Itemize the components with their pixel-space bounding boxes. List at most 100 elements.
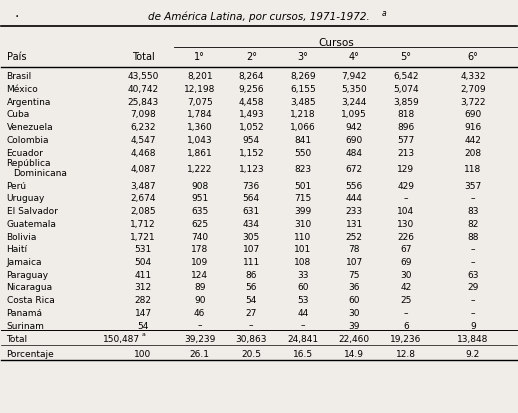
Text: 27: 27 [246,308,257,317]
Text: 6,542: 6,542 [393,72,419,81]
Text: 39,239: 39,239 [184,334,215,343]
Text: 40,742: 40,742 [127,85,159,94]
Text: 208: 208 [464,148,481,157]
Text: 131: 131 [346,219,363,228]
Text: 690: 690 [346,135,363,145]
Text: 942: 942 [346,123,363,132]
Text: Panamá: Panamá [7,308,42,317]
Text: 1,043: 1,043 [187,135,212,145]
Text: 1°: 1° [194,52,205,62]
Text: 2,085: 2,085 [130,206,156,216]
Text: 75: 75 [349,270,360,279]
Text: 841: 841 [294,135,311,145]
Text: 86: 86 [246,270,257,279]
Text: 12.8: 12.8 [396,349,416,358]
Text: Ecuador: Ecuador [7,148,44,157]
Text: 305: 305 [242,232,260,241]
Text: Bolivia: Bolivia [7,232,37,241]
Text: 22,460: 22,460 [339,334,370,343]
Text: Uruguay: Uruguay [7,194,45,203]
Text: 39: 39 [349,321,360,330]
Text: de América Latina, por cursos, 1971-1972.: de América Latina, por cursos, 1971-1972… [148,12,370,22]
Text: 110: 110 [294,232,311,241]
Text: 43,550: 43,550 [127,72,159,81]
Text: Total: Total [7,334,27,343]
Text: 2,674: 2,674 [131,194,156,203]
Text: 88: 88 [467,232,479,241]
Text: 16.5: 16.5 [293,349,313,358]
Text: 2°: 2° [246,52,257,62]
Text: 60: 60 [349,295,360,304]
Text: 9.2: 9.2 [466,349,480,358]
Text: 83: 83 [467,206,479,216]
Text: 6,155: 6,155 [290,85,315,94]
Text: 399: 399 [294,206,311,216]
Text: 82: 82 [467,219,479,228]
Text: 4,547: 4,547 [131,135,156,145]
Text: 109: 109 [191,257,208,266]
Text: 12,198: 12,198 [184,85,215,94]
Text: Cursos: Cursos [319,38,354,47]
Text: –: – [470,295,475,304]
Text: 26.1: 26.1 [190,349,210,358]
Text: Venezuela: Venezuela [7,123,53,132]
Text: Cuba: Cuba [7,110,30,119]
Text: 8,269: 8,269 [290,72,315,81]
Text: 672: 672 [346,165,363,174]
Text: 36: 36 [349,283,360,292]
Text: 30,863: 30,863 [236,334,267,343]
Text: Surinam: Surinam [7,321,45,330]
Text: Guatemala: Guatemala [7,219,56,228]
Text: 69: 69 [400,257,412,266]
Text: 4°: 4° [349,52,360,62]
Text: 46: 46 [194,308,206,317]
Text: 226: 226 [397,232,414,241]
Text: 111: 111 [242,257,260,266]
Text: 63: 63 [467,270,479,279]
Text: 310: 310 [294,219,311,228]
Text: –: – [470,308,475,317]
Text: 147: 147 [135,308,152,317]
Text: 150,487: 150,487 [104,334,140,343]
Text: 25: 25 [400,295,411,304]
Text: 1,095: 1,095 [341,110,367,119]
Text: 411: 411 [135,270,152,279]
Text: 129: 129 [397,165,414,174]
Text: 100: 100 [135,349,152,358]
Text: 531: 531 [135,244,152,254]
Text: 78: 78 [349,244,360,254]
Text: 8,201: 8,201 [187,72,212,81]
Text: 3,722: 3,722 [460,97,485,107]
Text: 124: 124 [191,270,208,279]
Text: 25,843: 25,843 [127,97,159,107]
Text: 740: 740 [191,232,208,241]
Text: 33: 33 [297,270,309,279]
Text: 7,075: 7,075 [187,97,212,107]
Text: Paraguay: Paraguay [7,270,49,279]
Text: 67: 67 [400,244,412,254]
Text: 1,222: 1,222 [187,165,212,174]
Text: 8,264: 8,264 [238,72,264,81]
Text: –: – [249,321,253,330]
Text: 4,468: 4,468 [131,148,156,157]
Text: –: – [470,194,475,203]
Text: 3,487: 3,487 [130,181,156,190]
Text: Brasil: Brasil [7,72,32,81]
Text: 3,859: 3,859 [393,97,419,107]
Text: El Salvador: El Salvador [7,206,57,216]
Text: 29: 29 [467,283,479,292]
Text: –: – [197,321,202,330]
Text: 690: 690 [464,110,481,119]
Text: 1,861: 1,861 [187,148,212,157]
Text: a: a [141,332,146,337]
Text: 56: 56 [246,283,257,292]
Text: Colombia: Colombia [7,135,49,145]
Text: 429: 429 [397,181,414,190]
Text: 550: 550 [294,148,311,157]
Text: 954: 954 [243,135,260,145]
Text: 5,350: 5,350 [341,85,367,94]
Text: –: – [470,244,475,254]
Text: 107: 107 [346,257,363,266]
Text: 6°: 6° [467,52,478,62]
Text: Perú: Perú [7,181,26,190]
